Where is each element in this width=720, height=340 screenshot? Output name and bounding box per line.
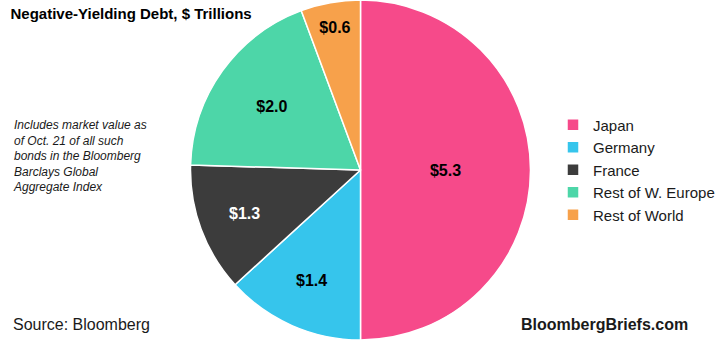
svg-text:$0.6: $0.6 [319, 19, 350, 36]
svg-text:$1.4: $1.4 [296, 272, 327, 289]
svg-text:Includes market value asof Oct: Includes market value asof Oct. 21 of al… [13, 118, 147, 194]
svg-text:Source: Bloomberg: Source: Bloomberg [13, 316, 150, 333]
svg-text:Germany: Germany [593, 139, 655, 156]
svg-text:Negative-Yielding Debt, $ Tril: Negative-Yielding Debt, $ Trillions [11, 5, 252, 22]
svg-text:Rest of W. Europe: Rest of W. Europe [593, 184, 715, 201]
svg-text:$5.3: $5.3 [430, 162, 461, 179]
svg-text:Rest of World: Rest of World [593, 207, 684, 224]
svg-text:$2.0: $2.0 [256, 98, 287, 115]
svg-text:Japan: Japan [593, 117, 634, 134]
svg-text:France: France [593, 162, 640, 179]
svg-text:$1.3: $1.3 [229, 205, 260, 222]
svg-text:BloombergBriefs.com: BloombergBriefs.com [521, 316, 688, 333]
